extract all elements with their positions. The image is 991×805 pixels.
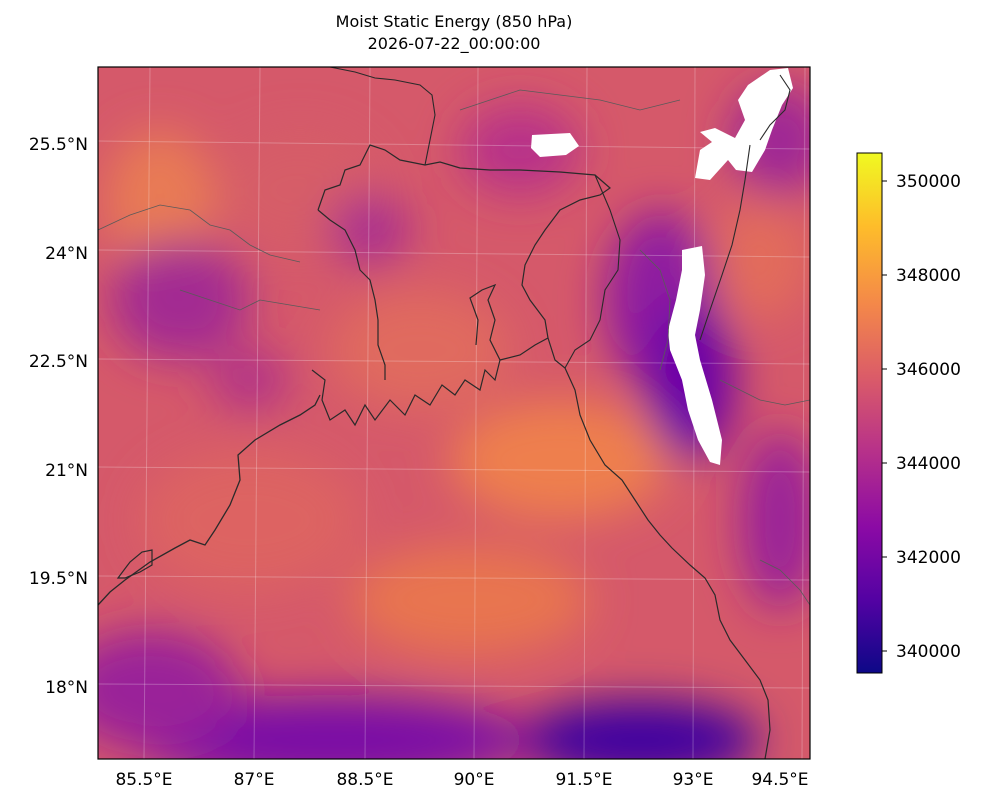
colorbar-tick-label: 342000: [896, 548, 961, 568]
missing-data-patches: [531, 68, 793, 465]
y-axis-labels: 25.5°N 24°N 22.5°N 21°N 19.5°N 18°N: [29, 135, 88, 698]
map-title: Moist Static Energy (850 hPa): [335, 12, 573, 31]
x-tick-label: 94.5°E: [751, 770, 808, 790]
coastlines-and-borders: [98, 67, 810, 759]
graticule: [98, 67, 810, 759]
x-axis-labels: 85.5°E 87°E 88.5°E 90°E 91.5°E 93°E 94.5…: [115, 770, 808, 790]
y-tick-label: 25.5°N: [29, 135, 88, 155]
colorbar: 350000 348000 346000 344000 342000 34000…: [856, 152, 961, 674]
map-subtitle: 2026-07-22_00:00:00: [367, 34, 541, 53]
x-tick-label: 85.5°E: [115, 770, 172, 790]
colorbar-gradient: [856, 152, 883, 674]
x-tick-label: 88.5°E: [336, 770, 393, 790]
y-tick-label: 21°N: [45, 461, 88, 481]
colorbar-tick-label: 350000: [896, 172, 961, 192]
x-tick-label: 93°E: [673, 770, 714, 790]
colorbar-tick-label: 348000: [896, 266, 961, 286]
colorbar-tick-label: 344000: [896, 454, 961, 474]
plot-frame: [97, 66, 811, 760]
x-tick-label: 91.5°E: [555, 770, 612, 790]
y-tick-label: 24°N: [45, 244, 88, 264]
colorbar-tick-label: 346000: [896, 360, 961, 380]
colorbar-tick-label: 340000: [896, 642, 961, 662]
y-tick-label: 22.5°N: [29, 352, 88, 372]
y-tick-label: 19.5°N: [29, 569, 88, 589]
x-tick-label: 90°E: [454, 770, 495, 790]
y-tick-label: 18°N: [45, 678, 88, 698]
x-tick-label: 87°E: [234, 770, 275, 790]
